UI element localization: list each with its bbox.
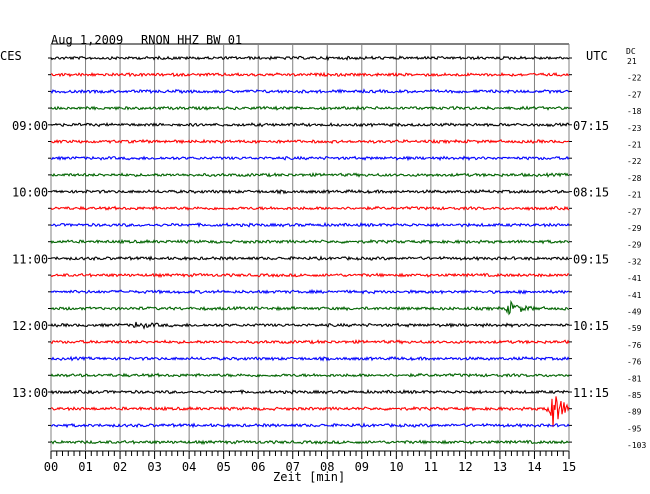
seismic-trace [50, 105, 570, 111]
x-tick-label: 10 [389, 460, 403, 474]
dc-offset-label: -18 [627, 107, 642, 116]
x-tick-label: 06 [251, 460, 265, 474]
dc-offset-label: -76 [627, 341, 642, 350]
dc-label: DC [626, 47, 636, 56]
header-station: RNON HHZ BW 01 [141, 33, 243, 47]
dc-offset-label: -41 [627, 274, 642, 283]
dc-offset-label: -23 [627, 124, 642, 133]
trace-rows [50, 54, 570, 446]
right-hour-label: 11:15 [573, 386, 609, 400]
seismic-trace [50, 299, 570, 316]
seismic-trace [50, 205, 570, 211]
seismic-trace [50, 255, 570, 262]
dc-offset-label: -22 [627, 74, 642, 83]
seismic-trace [50, 189, 570, 195]
seismic-trace [50, 372, 570, 378]
seismic-trace [50, 288, 570, 295]
dc-offset-label: -27 [627, 90, 642, 99]
x-axis-title: Zeit [min] [273, 470, 346, 484]
x-tick-label: 15 [562, 460, 576, 474]
dc-offset-label: -32 [627, 257, 642, 266]
x-axis-ticks [50, 451, 570, 459]
seismic-trace [50, 396, 570, 428]
x-tick-label: 13 [493, 460, 507, 474]
seismic-trace [50, 422, 570, 429]
right-hour-label: 07:15 [573, 119, 609, 133]
axis-labels: 21 -22 -27 -18 -23 -21 -22 -28 -21 -27 -29 -29 -32 -4… [12, 57, 646, 474]
x-tick-label: 05 [216, 460, 230, 474]
seismic-trace [50, 321, 570, 330]
seismic-trace [50, 355, 570, 362]
dc-offset-label: -81 [627, 374, 642, 383]
seismic-trace [50, 155, 570, 162]
x-tick-label: 07 [286, 460, 300, 474]
x-tick-label: 03 [147, 460, 161, 474]
dc-offset-label: -59 [627, 324, 642, 333]
left-hour-label: 12:00 [12, 319, 48, 333]
dc-offset-label: -21 [627, 191, 642, 200]
right-hour-label: 10:15 [573, 319, 609, 333]
seismic-trace [50, 171, 570, 178]
dc-offset-label: -89 [627, 408, 642, 417]
right-zone-label: UTC [586, 49, 608, 63]
dc-offset-label: -76 [627, 358, 642, 367]
seismic-trace [50, 439, 570, 446]
x-tick-label: 01 [78, 460, 92, 474]
x-tick-label: 00 [44, 460, 58, 474]
x-tick-label: 04 [182, 460, 196, 474]
seismic-trace [50, 138, 570, 145]
dc-offset-label: -27 [627, 207, 642, 216]
seismic-trace [50, 71, 570, 78]
left-zone-label: CES [0, 49, 22, 63]
dc-offset-label: -95 [627, 424, 642, 433]
seismic-trace [50, 122, 570, 128]
seismic-trace [50, 388, 570, 395]
left-hour-label: 13:00 [12, 386, 48, 400]
right-hour-label: 08:15 [573, 186, 609, 200]
minute-grid [48, 43, 572, 452]
right-hour-label: 09:15 [573, 252, 609, 266]
seismic-trace [50, 221, 570, 228]
left-hour-label: 09:00 [12, 119, 48, 133]
left-hour-label: 10:00 [12, 186, 48, 200]
x-tick-label: 09 [355, 460, 369, 474]
dc-offset-label: 21 [627, 57, 637, 66]
seismic-trace [50, 88, 570, 95]
seismic-trace [50, 238, 570, 245]
header-date: Aug 1,2009 [51, 33, 124, 47]
x-tick-label: 08 [320, 460, 334, 474]
x-tick-label: 11 [424, 460, 438, 474]
left-hour-label: 11:00 [12, 252, 48, 266]
dc-offset-label: -22 [627, 157, 642, 166]
x-tick-label: 02 [113, 460, 127, 474]
dc-offset-label: -29 [627, 224, 642, 233]
dc-offset-label: -28 [627, 174, 642, 183]
dc-offset-label: -29 [627, 241, 642, 250]
dc-offset-label: -21 [627, 141, 642, 150]
dc-offset-label: -103 [627, 441, 646, 450]
seismic-trace [50, 338, 570, 345]
dc-offset-label: -49 [627, 308, 642, 317]
seismic-trace [50, 272, 570, 279]
seismic-trace [50, 54, 570, 62]
dc-offset-label: -85 [627, 391, 642, 400]
x-tick-label: 14 [527, 460, 541, 474]
x-tick-label: 12 [458, 460, 472, 474]
dc-offset-label: -41 [627, 291, 642, 300]
